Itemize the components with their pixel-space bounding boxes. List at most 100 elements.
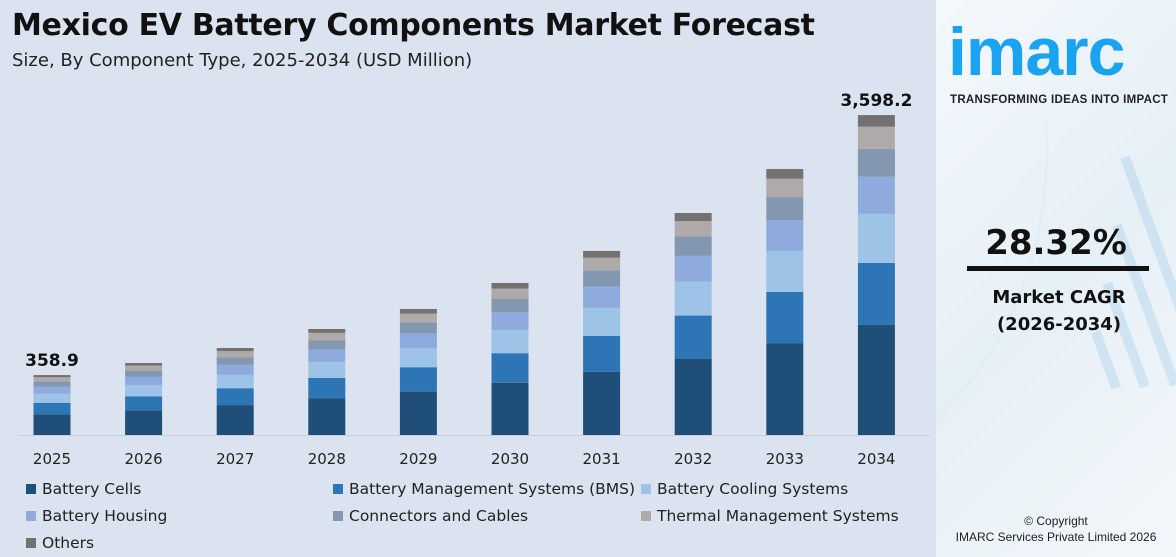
bar-segment [216, 364, 254, 375]
bar-segment [766, 178, 804, 198]
x-tick-label: 2029 [399, 450, 437, 468]
bar-segment [766, 169, 804, 179]
bar-segment [399, 391, 437, 435]
chart-subtitle: Size, By Component Type, 2025-2034 (USD … [12, 50, 473, 71]
bar-segment [674, 221, 712, 237]
bar-segment [33, 414, 71, 435]
bar-segment [857, 262, 895, 325]
bar-segment [766, 220, 804, 252]
bar-segment [33, 393, 71, 403]
legend-label: Battery Cooling Systems [657, 480, 849, 498]
x-tick-label: 2030 [491, 450, 529, 468]
bar-segment [308, 361, 346, 378]
bar-segment [766, 197, 804, 221]
cagr-period: (2026-2034) [996, 314, 1122, 335]
legend-swatch [26, 484, 36, 494]
bar-segment [857, 324, 895, 435]
legend-label: Thermal Management Systems [657, 507, 899, 525]
background-chart-decoration [936, 119, 1176, 422]
bar-segment [583, 257, 621, 271]
x-tick-label: 2026 [125, 450, 163, 468]
cagr-label: Market CAGR (2026-2034) [936, 284, 1176, 338]
bar-segment [33, 381, 71, 387]
x-tick-label: 2025 [33, 450, 71, 468]
legend-item: Thermal Management Systems [641, 506, 899, 526]
bar-segment [583, 335, 621, 372]
bar-segment [766, 251, 804, 292]
bar-stack-2025 [33, 375, 71, 435]
bar-segment [491, 353, 529, 383]
bar-segment [674, 255, 712, 282]
bar-segment [399, 367, 437, 392]
bar-segment [857, 126, 895, 149]
bar-segment [857, 176, 895, 214]
bar-segment [125, 363, 163, 366]
cagr-value: 28.32% [985, 223, 1127, 263]
copyright-line-1: © Copyright [1024, 514, 1088, 528]
bar-stack-2027 [216, 348, 254, 435]
bar-segment [216, 374, 254, 389]
bar-segment [857, 148, 895, 177]
bar-segment [399, 313, 437, 323]
bar-segment [125, 370, 163, 377]
bar-stack-2026 [125, 363, 163, 435]
x-tick-label: 2034 [857, 450, 895, 468]
legend-label: Battery Management Systems (BMS) [349, 480, 636, 498]
x-tick-label: 2033 [766, 450, 804, 468]
x-tick-label: 2031 [583, 450, 621, 468]
bar-segment [125, 365, 163, 371]
bar-stack-2029 [399, 308, 437, 435]
bar-segment [674, 315, 712, 359]
bar-segment [583, 307, 621, 336]
legend-item: Connectors and Cables [333, 506, 528, 526]
bar-segment [491, 299, 529, 313]
bar-segment [674, 213, 712, 222]
x-tick-label: 2027 [216, 450, 254, 468]
bar-segment [216, 405, 254, 435]
legend-label: Battery Housing [42, 507, 168, 525]
bar-segment [308, 377, 346, 399]
bar-stack-2031 [583, 250, 621, 435]
legend-swatch [26, 511, 36, 521]
legend-swatch [333, 484, 343, 494]
chart-panel: Mexico EV Battery Components Market Fore… [12, 8, 930, 553]
legend-label: Battery Cells [42, 480, 142, 498]
bar-segment [583, 270, 621, 287]
legend-item: Battery Cooling Systems [641, 479, 848, 499]
bar-segment [125, 385, 163, 397]
legend-swatch [26, 538, 36, 548]
legend-swatch [333, 511, 343, 521]
bar-segment [491, 288, 529, 300]
data-label: 358.9 [25, 351, 79, 371]
bar-segment [308, 349, 346, 362]
bar-segment [125, 376, 163, 386]
legend-label: Connectors and Cables [349, 507, 529, 525]
bar-segment [33, 402, 71, 415]
stacked-bar-chart: 2025 358.9 2026 2027 2028 2029 2030 2031 2032 203… [18, 91, 930, 468]
bar-segment [491, 312, 529, 330]
bar-segment [583, 286, 621, 308]
bar-segment [857, 115, 895, 127]
legend-item: Others [26, 533, 94, 553]
bar-segment [308, 328, 346, 333]
bar-segment [583, 250, 621, 258]
x-tick-label: 2032 [674, 450, 712, 468]
bar-stack-2030 [491, 282, 529, 435]
cagr-divider [967, 266, 1149, 271]
bar-segment [399, 333, 437, 348]
bar-segment [308, 332, 346, 341]
x-tick-label: 2028 [308, 450, 346, 468]
bar-segment [216, 351, 254, 358]
legend-swatch [641, 484, 651, 494]
bar-segment [308, 340, 346, 350]
bar-segment [583, 371, 621, 435]
bar-segment [399, 308, 437, 314]
logo-tagline: TRANSFORMING IDEAS INTO IMPACT [950, 94, 1169, 106]
bar-segment [766, 291, 804, 344]
bar-segment [674, 358, 712, 435]
bar-segment [491, 382, 529, 435]
copyright-line-2: IMARC Services Private Limited 2026 [955, 530, 1157, 544]
data-label: 3,598.2 [840, 91, 912, 111]
bar-segment [216, 357, 254, 365]
legend-item: Battery Management Systems (BMS) [333, 479, 635, 499]
